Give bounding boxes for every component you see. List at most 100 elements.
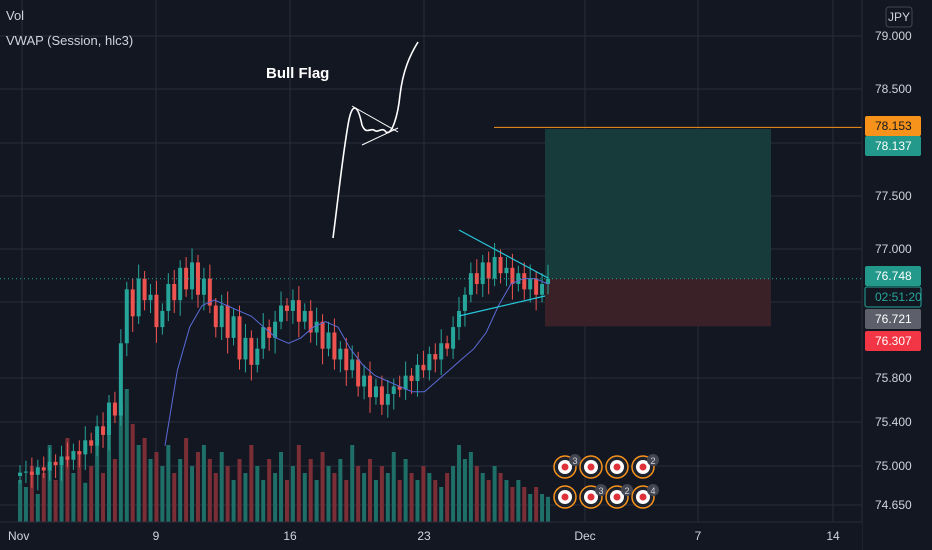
vwap-price-tag-text: 76.721 bbox=[875, 312, 912, 326]
target-price-tag-text: 78.153 bbox=[875, 119, 912, 133]
current-price-tag: 76.748 bbox=[865, 266, 921, 286]
take-profit-tag-text: 78.137 bbox=[875, 139, 912, 153]
drawings[interactable]: Bull Flag bbox=[0, 41, 862, 317]
event-marker[interactable]: 3 bbox=[579, 484, 607, 509]
time-axis-bg bbox=[0, 522, 862, 550]
candle-body bbox=[71, 451, 76, 460]
candle-body bbox=[231, 316, 236, 338]
event-marker[interactable]: 3 bbox=[553, 454, 581, 479]
candle-body bbox=[296, 300, 301, 322]
bull-flag-sketch[interactable] bbox=[332, 41, 419, 239]
volume-bar bbox=[415, 480, 420, 522]
candle-body bbox=[385, 393, 390, 405]
candlesticks bbox=[18, 243, 550, 491]
flag-upper-trendline[interactable] bbox=[458, 229, 549, 279]
volume-bar bbox=[130, 424, 135, 522]
volume-bar bbox=[486, 480, 491, 522]
candle-body bbox=[201, 278, 206, 295]
volume-bar bbox=[320, 452, 325, 522]
legend-vol[interactable]: Vol bbox=[6, 8, 25, 23]
candle-body bbox=[178, 267, 183, 301]
event-count: 2 bbox=[650, 456, 655, 466]
volume-bar bbox=[231, 480, 236, 522]
candle-body bbox=[255, 348, 260, 365]
candle-body bbox=[528, 278, 533, 290]
volume-bar bbox=[195, 452, 200, 522]
volume-bar bbox=[112, 459, 117, 522]
time-tick-label: 16 bbox=[283, 529, 297, 543]
volume-bar bbox=[18, 480, 22, 522]
candle-body bbox=[397, 386, 402, 390]
volume-bar bbox=[219, 452, 224, 522]
time-axis[interactable]: Nov 9 16 23 Dec 7 14 bbox=[0, 521, 862, 550]
volume-bar bbox=[267, 459, 272, 522]
candle-body bbox=[457, 310, 462, 328]
volume-bar bbox=[77, 452, 82, 522]
volume-bar bbox=[201, 445, 206, 522]
take-profit-zone[interactable] bbox=[545, 129, 771, 279]
candle-body bbox=[101, 426, 106, 435]
volume-bar bbox=[344, 480, 349, 522]
event-markers[interactable]: 3 2 3 2 4 bbox=[553, 454, 659, 509]
flag-lower-trendline[interactable] bbox=[458, 295, 546, 317]
candle-body bbox=[284, 305, 289, 311]
volume-bar bbox=[148, 459, 153, 522]
event-marker[interactable]: 4 bbox=[631, 484, 659, 509]
volume-bar bbox=[106, 431, 111, 522]
volume-bar bbox=[160, 466, 165, 522]
volume-bar bbox=[528, 494, 533, 522]
candle-body bbox=[190, 262, 195, 290]
candle-body bbox=[154, 294, 159, 328]
volume-bar bbox=[53, 480, 58, 522]
event-marker[interactable] bbox=[605, 455, 629, 479]
volume-bar bbox=[439, 487, 444, 522]
volume-bar bbox=[356, 466, 361, 522]
volume-bar bbox=[409, 473, 414, 522]
volume-bar bbox=[368, 459, 373, 522]
volume-bar bbox=[421, 466, 426, 522]
time-tick-label: 23 bbox=[417, 529, 431, 543]
candle-body bbox=[373, 386, 378, 398]
event-marker[interactable]: 2 bbox=[631, 454, 659, 479]
sketch-lower-line bbox=[361, 127, 399, 146]
candle-body bbox=[273, 321, 278, 338]
candle-body bbox=[243, 337, 248, 360]
stop-loss-zone[interactable] bbox=[545, 278, 771, 327]
candle-body bbox=[439, 343, 444, 360]
bull-flag-label[interactable]: Bull Flag bbox=[266, 65, 329, 82]
candle-body bbox=[47, 461, 52, 471]
candle-body bbox=[356, 359, 361, 387]
volume-bar bbox=[213, 473, 218, 522]
volume-bar bbox=[279, 452, 284, 522]
candle-body bbox=[421, 364, 426, 371]
volume-bar bbox=[89, 466, 94, 522]
candle-body bbox=[95, 426, 100, 446]
candle-body bbox=[445, 343, 450, 349]
candle-body bbox=[415, 364, 420, 382]
event-marker[interactable] bbox=[553, 485, 577, 509]
candle-body bbox=[498, 257, 503, 274]
candle-body bbox=[267, 327, 272, 338]
volume-bar bbox=[498, 473, 503, 522]
currency-button[interactable] bbox=[885, 6, 913, 28]
volume-bar bbox=[445, 473, 450, 522]
volume-bar bbox=[362, 473, 367, 522]
volume-bars bbox=[18, 389, 550, 522]
candle-body bbox=[362, 375, 367, 387]
event-marker[interactable]: 2 bbox=[605, 484, 633, 509]
candle-body bbox=[225, 305, 230, 338]
price-tick-label: 75.000 bbox=[875, 459, 912, 473]
candle-body bbox=[89, 440, 94, 446]
volume-bar bbox=[154, 452, 159, 522]
event-marker[interactable] bbox=[579, 455, 603, 479]
volume-bar bbox=[546, 496, 550, 522]
legend-vwap[interactable]: VWAP (Session, hlc3) bbox=[6, 33, 134, 48]
volume-bar bbox=[41, 473, 46, 522]
volume-bar bbox=[136, 445, 141, 522]
candle-body bbox=[249, 337, 254, 365]
candle-body bbox=[118, 343, 123, 416]
candle-body bbox=[166, 283, 171, 311]
volume-bar bbox=[474, 466, 479, 522]
volume-bar bbox=[451, 466, 456, 522]
